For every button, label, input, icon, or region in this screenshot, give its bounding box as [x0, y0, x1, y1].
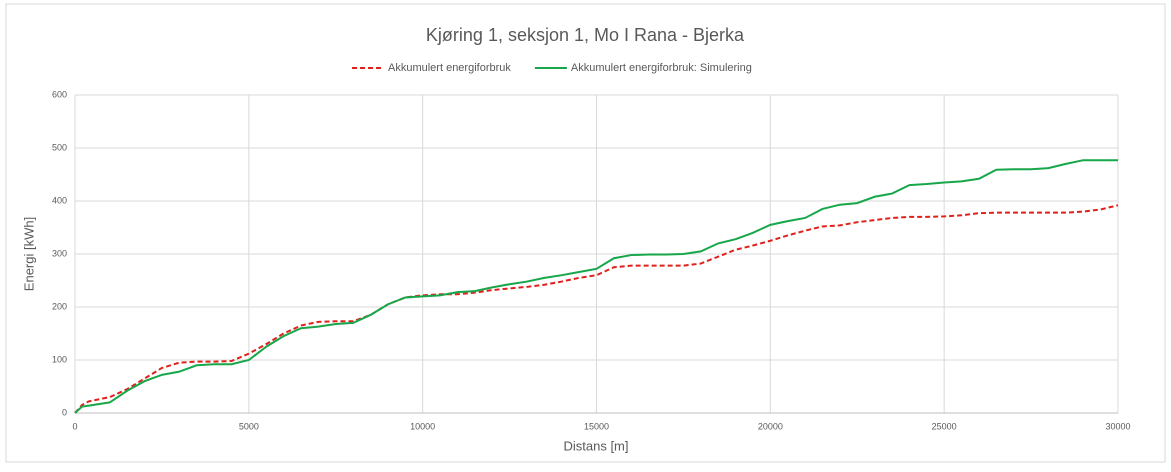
x-tick-label: 5000	[239, 421, 259, 431]
y-tick-label: 600	[52, 89, 67, 99]
x-tick-label: 30000	[1105, 421, 1130, 431]
y-tick-label: 200	[52, 301, 67, 311]
legend-label: Akkumulert energiforbruk: Simulering	[571, 62, 752, 74]
y-axis-label: Energi [kWh]	[21, 217, 36, 291]
x-tick-label: 25000	[932, 421, 957, 431]
x-axis-label: Distans [m]	[563, 438, 628, 453]
chart-frame	[5, 3, 1166, 463]
legend-label: Akkumulert energiforbruk	[388, 62, 511, 74]
chart-title: Kjøring 1, seksjon 1, Mo I Rana - Bjerka	[426, 25, 745, 45]
y-tick-label: 500	[52, 142, 67, 152]
series-line	[74, 159, 1118, 414]
y-tick-label: 100	[52, 354, 67, 364]
y-tick-label: 0	[62, 407, 67, 417]
y-tick-label: 300	[52, 248, 67, 258]
y-tick-label: 400	[52, 195, 67, 205]
x-tick-label: 20000	[758, 421, 783, 431]
x-tick-label: 0	[72, 421, 77, 431]
x-tick-label: 15000	[584, 421, 609, 431]
series-line	[74, 204, 1119, 414]
x-tick-label: 10000	[410, 421, 435, 431]
